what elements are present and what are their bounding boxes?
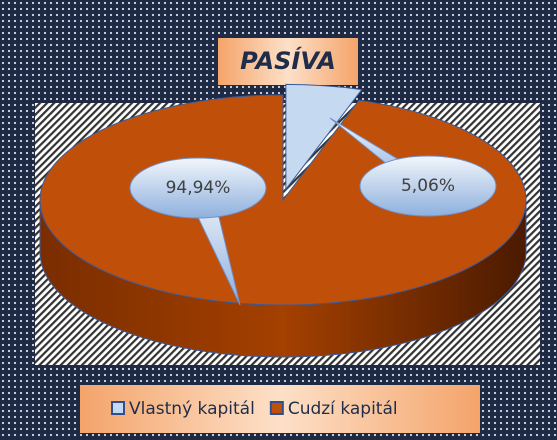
data-label: 94,94% (166, 178, 231, 198)
legend: Vlastný kapitál Cudzí kapitál (111, 399, 398, 419)
callout (359, 155, 497, 217)
labels: 5,06% 94,94% (129, 117, 497, 306)
pie-slice (285, 83, 363, 191)
legend-swatch (269, 401, 284, 415)
legend-label: Cudzí kapitál (288, 399, 398, 419)
legend-label: Vlastný kapitál (129, 399, 255, 419)
pie-slice (39, 94, 527, 306)
data-label: 5,06% (401, 176, 455, 196)
callout (129, 157, 267, 219)
pie (39, 83, 527, 358)
legend-swatch (111, 401, 125, 415)
chart-title: PASÍVA (240, 46, 336, 75)
title-box (218, 38, 358, 85)
